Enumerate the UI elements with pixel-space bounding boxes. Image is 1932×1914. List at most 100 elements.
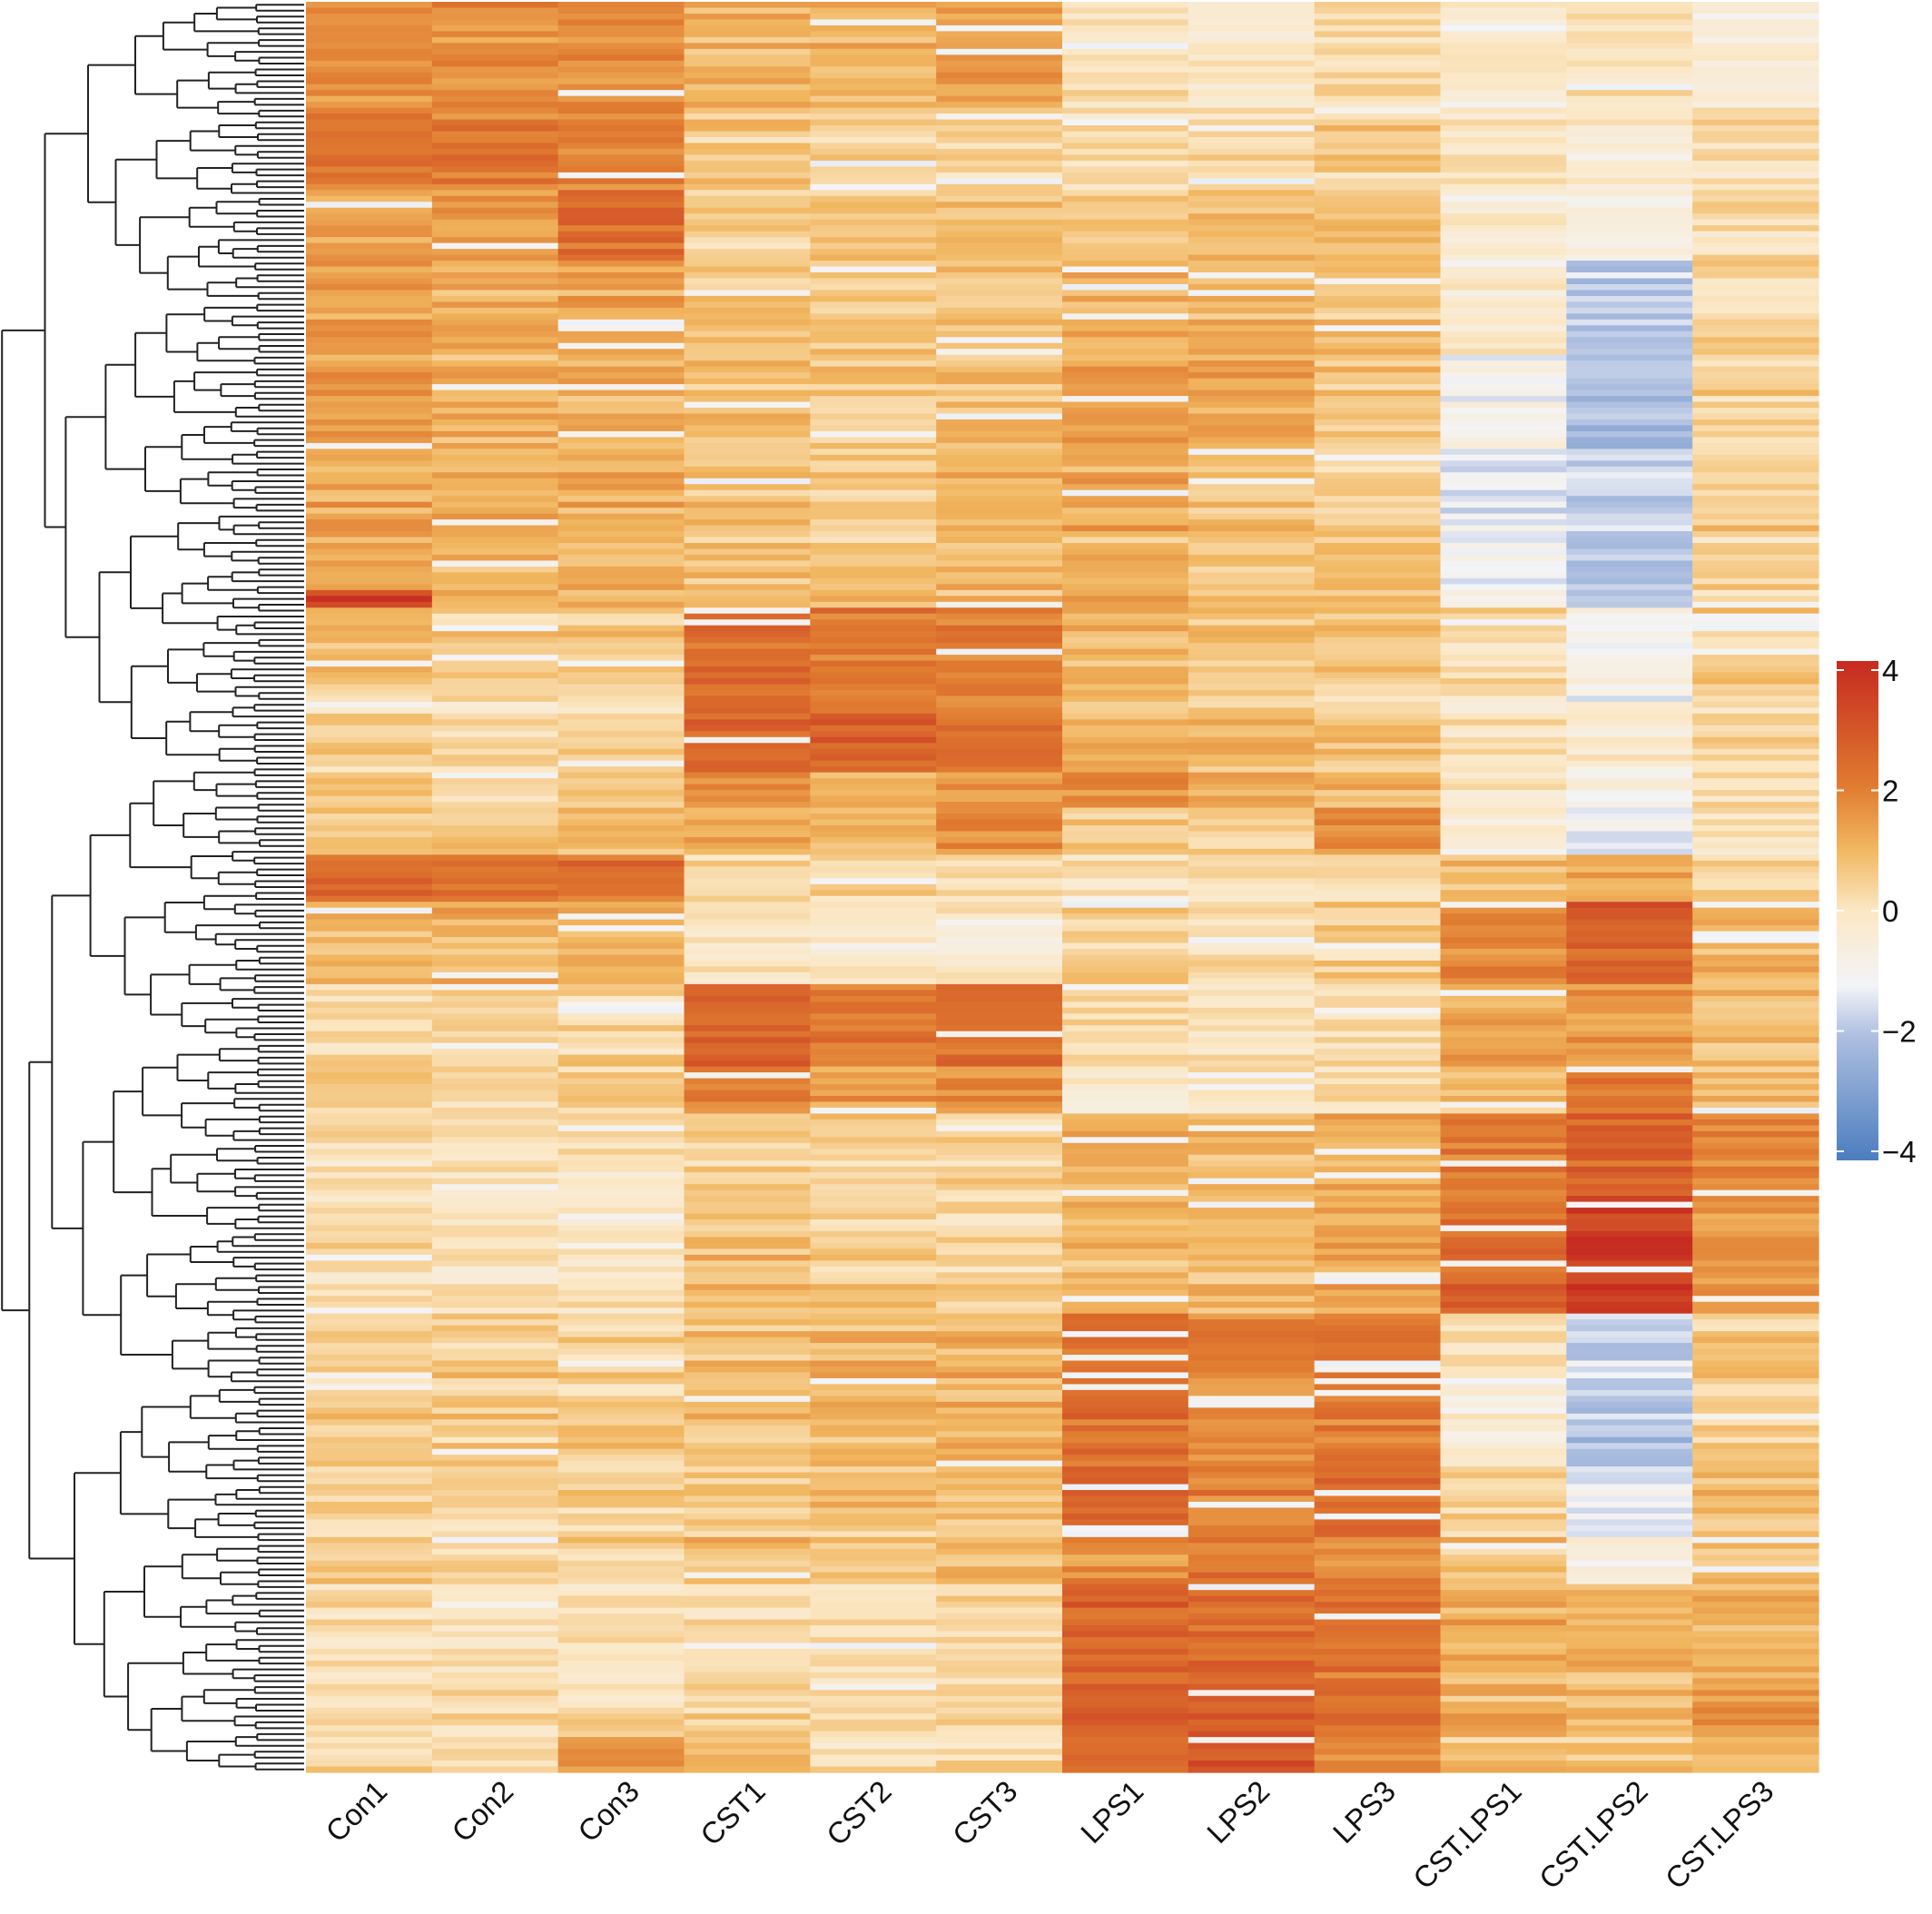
heatmap-cell: [1314, 1413, 1442, 1420]
heatmap-cell: [936, 1013, 1063, 1021]
heatmap-cell: [1692, 1413, 1819, 1420]
heatmap-cell: [306, 1166, 433, 1173]
heatmap-cell: [1188, 719, 1316, 726]
heatmap-cell: [1692, 489, 1819, 497]
heatmap-cell: [431, 1625, 559, 1633]
heatmap-cell: [1188, 1683, 1316, 1691]
heatmap-cell: [1314, 1007, 1442, 1014]
heatmap-cell: [431, 384, 559, 391]
heatmap-cell: [1566, 890, 1693, 897]
heatmap-cell: [936, 295, 1063, 302]
heatmap-cell: [1188, 713, 1316, 720]
heatmap-cell: [557, 937, 685, 944]
heatmap-cell: [1692, 1643, 1819, 1650]
heatmap-cell: [1566, 902, 1693, 909]
heatmap-cell: [306, 1184, 433, 1191]
column-label: Con2: [445, 1774, 519, 1849]
heatmap-cell: [684, 178, 811, 185]
heatmap-cell: [306, 1495, 433, 1503]
heatmap-cell: [1188, 1507, 1316, 1514]
heatmap-cell: [684, 854, 811, 862]
heatmap-cell: [557, 84, 685, 91]
heatmap-cell: [936, 560, 1063, 567]
heatmap-cell: [306, 307, 433, 314]
heatmap-cell: [1692, 1142, 1819, 1149]
heatmap-cell: [431, 648, 559, 656]
heatmap-cell: [1314, 689, 1442, 697]
heatmap-cell: [1692, 295, 1819, 302]
heatmap-cell: [1314, 1660, 1442, 1667]
heatmap-cell: [684, 1648, 811, 1656]
heatmap-cell: [1440, 1107, 1567, 1115]
heatmap-cell: [306, 707, 433, 715]
heatmap-cell: [1440, 1761, 1567, 1768]
heatmap-cell: [1566, 1325, 1693, 1332]
heatmap-cell: [557, 1413, 685, 1420]
heatmap-cell: [684, 154, 811, 162]
heatmap-cell: [1692, 290, 1819, 297]
heatmap-cell: [1566, 937, 1693, 944]
heatmap-cell: [810, 13, 937, 21]
heatmap-cell: [1314, 396, 1442, 403]
heatmap-cell: [557, 648, 685, 656]
heatmap-cell: [557, 1766, 685, 1773]
heatmap-cell: [431, 1448, 559, 1455]
heatmap-cell: [1440, 1013, 1567, 1021]
heatmap-cell: [1062, 543, 1189, 550]
heatmap-cell: [810, 1490, 937, 1497]
heatmap-cell: [1062, 942, 1189, 950]
heatmap-cell: [1062, 1472, 1189, 1479]
heatmap-cell: [810, 2, 937, 9]
heatmap-cell: [810, 954, 937, 962]
heatmap-cell: [810, 1631, 937, 1638]
heatmap-cell: [557, 836, 685, 844]
heatmap-cell: [1566, 1384, 1693, 1391]
heatmap-cell: [936, 1583, 1063, 1591]
heatmap-cell: [1314, 307, 1442, 314]
heatmap-cell: [684, 1049, 811, 1056]
heatmap-cell: [1188, 554, 1316, 562]
heatmap-cell: [936, 707, 1063, 715]
heatmap-cell: [557, 137, 685, 144]
heatmap-cell: [557, 1443, 685, 1450]
heatmap-cell: [1314, 719, 1442, 726]
heatmap-cell: [431, 983, 559, 991]
heatmap-cell: [431, 1001, 559, 1009]
heatmap-cell: [1566, 1443, 1693, 1450]
heatmap-cell: [431, 1360, 559, 1367]
heatmap-cell: [810, 1296, 937, 1303]
heatmap-cell: [306, 954, 433, 962]
heatmap-cell: [810, 31, 937, 38]
heatmap-cell: [1314, 319, 1442, 326]
heatmap-cell: [306, 1189, 433, 1197]
heatmap-cell: [306, 1766, 433, 1773]
heatmap-cell: [1566, 1355, 1693, 1362]
heatmap-cell: [1692, 1078, 1819, 1085]
heatmap-cell: [1188, 1583, 1316, 1591]
heatmap-cell: [1062, 713, 1189, 720]
heatmap-cell: [431, 337, 559, 344]
heatmap-cell: [1566, 160, 1693, 167]
heatmap-cell: [1692, 1319, 1819, 1327]
heatmap-cell: [684, 508, 811, 515]
heatmap-cell: [1188, 1084, 1316, 1091]
heatmap-cell: [557, 202, 685, 209]
heatmap-cell: [431, 1178, 559, 1185]
heatmap-cell: [936, 1713, 1063, 1721]
heatmap-cell: [1062, 148, 1189, 156]
heatmap-cell: [1440, 902, 1567, 909]
heatmap-cell: [306, 1536, 433, 1544]
heatmap-cell: [1314, 1072, 1442, 1080]
heatmap-cell: [1566, 1054, 1693, 1061]
heatmap-cell: [1062, 272, 1189, 280]
heatmap-cell: [1314, 13, 1442, 21]
heatmap-cell: [1062, 836, 1189, 844]
heatmap-cell: [1188, 513, 1316, 520]
heatmap-cell: [1440, 1625, 1567, 1633]
heatmap-cell: [431, 354, 559, 361]
heatmap-cell: [936, 866, 1063, 873]
heatmap-cell: [1440, 278, 1567, 285]
heatmap-cell: [431, 1084, 559, 1091]
heatmap-cell: [684, 1078, 811, 1085]
heatmap-cell: [1692, 1595, 1819, 1603]
